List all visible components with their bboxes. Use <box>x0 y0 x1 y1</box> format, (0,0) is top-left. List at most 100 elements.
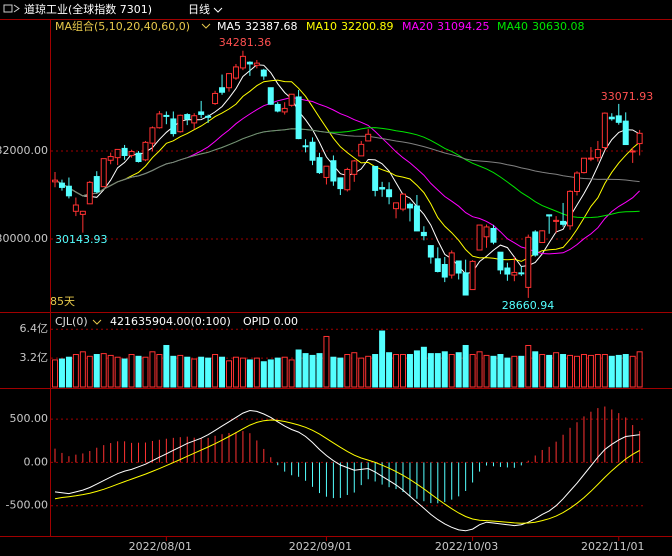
volume-bar <box>163 344 170 388</box>
candle-body <box>58 182 65 188</box>
candle-body <box>448 252 455 276</box>
volume-bar <box>560 354 567 388</box>
candle-body <box>149 127 156 144</box>
candle-body <box>518 272 525 275</box>
candle-body <box>170 118 177 135</box>
volume-bar <box>427 353 434 388</box>
volume-bar <box>121 358 128 388</box>
volume-bar <box>205 357 212 388</box>
volume-bar <box>406 354 413 388</box>
ma-legend-name: MA40 <box>497 20 528 33</box>
volume-bar <box>267 359 274 388</box>
period-selector[interactable]: 日线 <box>188 2 210 16</box>
volume-bar <box>128 354 135 388</box>
volume-bar <box>420 346 427 388</box>
candle-body <box>615 115 622 123</box>
candle-body <box>553 219 560 222</box>
volume-bar <box>79 351 86 388</box>
candle-body <box>622 120 629 146</box>
candle-body <box>246 61 253 65</box>
volume-bar <box>358 357 365 388</box>
volume-bar <box>483 354 490 388</box>
volume-bar <box>455 352 462 388</box>
candle-body <box>72 204 79 212</box>
volume-bar <box>497 354 504 388</box>
volume-bar <box>372 354 379 388</box>
candle-body <box>142 141 149 161</box>
candle-body <box>379 187 386 190</box>
candle-body <box>497 251 504 271</box>
candle-body <box>372 165 379 191</box>
volume-bar <box>574 355 580 388</box>
volume-bar <box>622 354 629 388</box>
ma-legend-name: MA20 <box>402 20 433 33</box>
volume-bar <box>400 354 406 388</box>
candle-body <box>455 260 462 274</box>
volume-bar <box>344 354 351 388</box>
volume-bar <box>246 359 253 388</box>
volume-bar <box>504 357 511 388</box>
candle-body <box>344 168 351 191</box>
volume-bar <box>93 354 100 388</box>
volume-bar <box>518 355 525 388</box>
volume-bar <box>226 360 232 388</box>
candle-body <box>156 113 163 129</box>
x-tick-label: 2022/11/01 <box>581 540 644 553</box>
volume-bar <box>629 355 636 388</box>
candle-body <box>358 143 365 157</box>
candle-body <box>594 149 601 159</box>
candle-body <box>191 115 198 124</box>
volume-bar <box>65 356 72 388</box>
price-annotation: 30143.93 <box>55 233 108 246</box>
panel-borders <box>0 19 672 537</box>
candle-body <box>476 224 483 251</box>
volume-bar <box>351 352 358 388</box>
candle-body <box>128 150 135 156</box>
candle-body <box>309 141 316 161</box>
candle-body <box>184 114 191 120</box>
candle-body <box>365 133 372 142</box>
candle-body <box>330 160 337 182</box>
volume-bar <box>393 354 400 388</box>
candle-body <box>560 220 567 225</box>
volume-bar <box>135 355 142 388</box>
volume-bar <box>295 349 302 388</box>
volume-bar <box>386 352 393 388</box>
volume-bar <box>539 354 546 388</box>
candle-body <box>274 103 281 112</box>
volume-bar <box>184 356 191 388</box>
ma-legend-title[interactable]: MA组合(5,10,20,40,60,0) <box>55 19 190 33</box>
candle-body <box>483 226 490 238</box>
candle-body <box>267 87 274 105</box>
candle-body <box>608 116 615 120</box>
candle-body <box>420 231 427 237</box>
volume-bar <box>114 356 121 388</box>
indicator-name[interactable]: CJL(0) <box>55 315 88 328</box>
candle-body <box>427 245 434 258</box>
volume-bar <box>142 356 149 388</box>
candle-body <box>93 176 100 193</box>
volume-bar <box>441 351 448 388</box>
volume-bar <box>232 356 239 388</box>
candle-body <box>511 271 518 276</box>
candle-body <box>86 181 93 205</box>
volume-bar <box>546 354 553 388</box>
ma-legend-name: MA5 <box>217 20 241 33</box>
candle-body <box>406 203 413 209</box>
candle-body <box>219 87 226 93</box>
volume-bar <box>219 356 226 388</box>
volume-bar <box>253 357 260 388</box>
volume-bar <box>260 361 267 388</box>
x-tick-label: 2022/09/01 <box>289 540 352 553</box>
y-tick-label: 3.2亿 <box>20 351 49 364</box>
candle-body <box>532 231 539 256</box>
candle-body <box>302 145 309 148</box>
volume-bar <box>86 355 93 388</box>
volume-bar <box>52 359 58 388</box>
volume-bar <box>469 354 476 388</box>
candle-body <box>636 132 643 145</box>
volume-bar <box>601 354 608 388</box>
volume-bar <box>511 355 518 388</box>
ma-legend-value: 31094.25 <box>437 20 490 33</box>
